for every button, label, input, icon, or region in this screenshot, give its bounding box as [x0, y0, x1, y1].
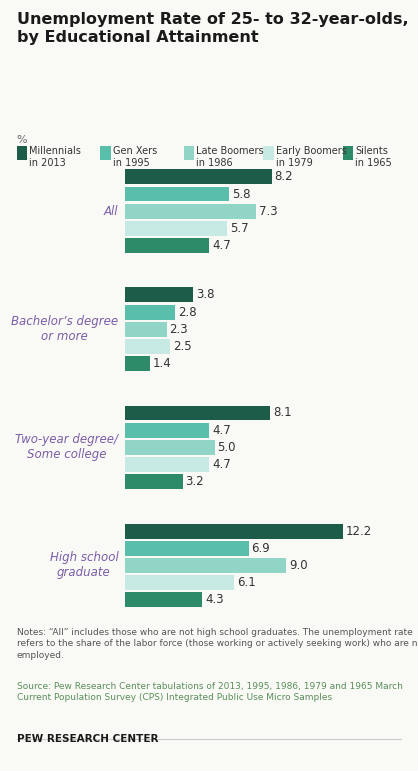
Text: 3.8: 3.8 [196, 288, 214, 301]
Bar [125, 238, 209, 253]
Text: 2.5: 2.5 [173, 340, 191, 353]
Bar [125, 339, 170, 354]
Text: 5.0: 5.0 [217, 441, 236, 454]
Text: 5.7: 5.7 [230, 222, 249, 235]
Text: 4.7: 4.7 [212, 239, 231, 252]
Text: 3.2: 3.2 [185, 475, 204, 488]
Bar [125, 423, 209, 438]
Bar [125, 322, 166, 337]
Text: 6.9: 6.9 [251, 542, 270, 555]
Text: Two-year degree/
Some college: Two-year degree/ Some college [15, 433, 118, 461]
Text: 2.8: 2.8 [178, 305, 197, 318]
Text: Unemployment Rate of 25- to 32-year-olds,
by Educational Attainment: Unemployment Rate of 25- to 32-year-olds… [17, 12, 408, 45]
Bar [125, 170, 272, 184]
Bar [125, 204, 256, 219]
Text: 2.3: 2.3 [169, 323, 188, 336]
Text: 4.7: 4.7 [212, 424, 231, 436]
Bar [125, 524, 344, 538]
Bar [125, 474, 183, 490]
Text: PEW RESEARCH CENTER: PEW RESEARCH CENTER [17, 734, 158, 744]
Text: 8.1: 8.1 [273, 406, 291, 419]
Text: Late Boomers
in 1986: Late Boomers in 1986 [196, 146, 264, 168]
Text: Early Boomers
in 1979: Early Boomers in 1979 [276, 146, 347, 168]
Bar [125, 440, 215, 455]
Bar [125, 288, 193, 302]
Text: 8.2: 8.2 [275, 170, 293, 183]
Text: Bachelor’s degree
or more: Bachelor’s degree or more [11, 315, 118, 343]
Text: Millennials
in 2013: Millennials in 2013 [29, 146, 81, 168]
Text: 9.0: 9.0 [289, 559, 308, 572]
Text: Gen Xers
in 1995: Gen Xers in 1995 [113, 146, 157, 168]
Bar [125, 305, 176, 319]
Text: 12.2: 12.2 [346, 524, 372, 537]
Text: 1.4: 1.4 [153, 357, 172, 370]
Text: 4.7: 4.7 [212, 458, 231, 471]
Text: Silents
in 1965: Silents in 1965 [355, 146, 392, 168]
Bar [125, 356, 150, 371]
Bar [125, 540, 249, 556]
Text: 7.3: 7.3 [259, 205, 277, 217]
Text: High school
graduate: High school graduate [49, 551, 118, 580]
Bar [125, 592, 202, 608]
Text: Source: Pew Research Center tabulations of 2013, 1995, 1986, 1979 and 1965 March: Source: Pew Research Center tabulations … [17, 682, 403, 702]
Text: Notes: “All” includes those who are not high school graduates. The unemployment : Notes: “All” includes those who are not … [17, 628, 418, 659]
Bar [125, 575, 234, 590]
Bar [125, 187, 229, 201]
Text: 4.3: 4.3 [205, 594, 224, 606]
Text: 5.8: 5.8 [232, 187, 250, 200]
Bar [125, 457, 209, 472]
Bar [125, 406, 270, 420]
Bar [125, 221, 227, 236]
Text: 6.1: 6.1 [237, 576, 256, 589]
Text: All: All [104, 205, 118, 217]
Text: %: % [17, 135, 27, 145]
Bar [125, 558, 286, 573]
